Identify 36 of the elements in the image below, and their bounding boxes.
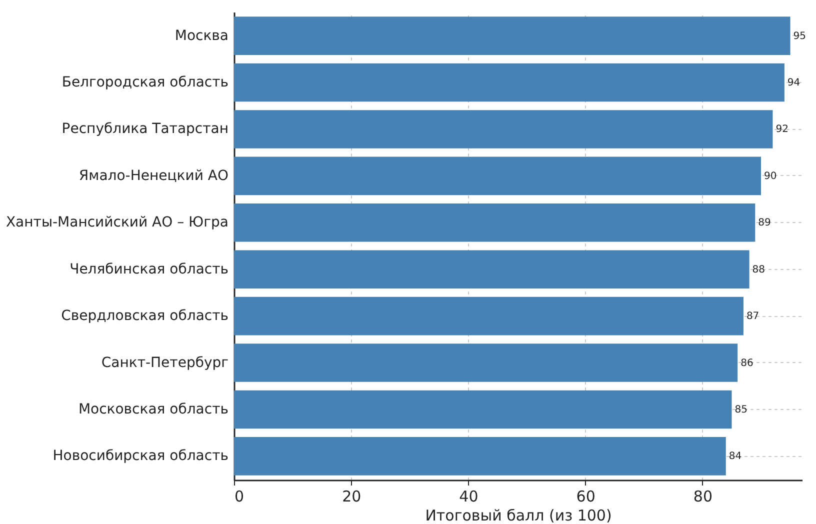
x-tick-label: 80 xyxy=(693,488,712,506)
x-tick-label: 0 xyxy=(234,488,244,506)
bar xyxy=(234,110,773,148)
bar xyxy=(234,390,732,429)
bar xyxy=(234,296,744,336)
y-tick-label: Санкт-Петербург xyxy=(101,354,228,371)
data-label: 92 xyxy=(776,124,788,136)
data-label: 86 xyxy=(740,358,754,369)
y-tick-label: Ханты-Мансийский АО – Югра xyxy=(6,214,228,231)
data-label: 89 xyxy=(758,218,771,229)
data-label: 94 xyxy=(787,78,800,89)
bar xyxy=(234,344,738,382)
y-tick-label: Челябинская область xyxy=(70,261,228,278)
bar xyxy=(234,250,750,289)
data-label: 88 xyxy=(752,264,766,276)
data-label: 84 xyxy=(728,451,742,462)
data-label: 90 xyxy=(764,170,777,182)
bar xyxy=(234,63,784,102)
data-label: 85 xyxy=(734,404,748,416)
x-tick-label: 20 xyxy=(342,488,362,506)
bar xyxy=(234,16,790,55)
y-tick-label: Московская область xyxy=(78,401,228,418)
y-tick-label: Республика Татарстан xyxy=(62,121,228,138)
y-tick-label: Москва xyxy=(174,28,228,44)
x-tick-label: 60 xyxy=(576,488,596,506)
y-tick-label: Ямало-Ненецкий АО xyxy=(78,168,228,184)
x-axis-title: Итоговый балл (из 100) xyxy=(425,506,612,524)
bar xyxy=(234,203,756,242)
y-tick-label: Белгородская область xyxy=(62,74,228,91)
data-label: 87 xyxy=(746,311,760,322)
data-label: 95 xyxy=(793,30,806,42)
y-tick-label: Новосибирская область xyxy=(52,448,228,464)
bar xyxy=(234,156,762,196)
y-tick-label: Свердловская область xyxy=(61,308,228,324)
x-tick-label: 40 xyxy=(459,488,478,506)
bar xyxy=(234,437,726,476)
